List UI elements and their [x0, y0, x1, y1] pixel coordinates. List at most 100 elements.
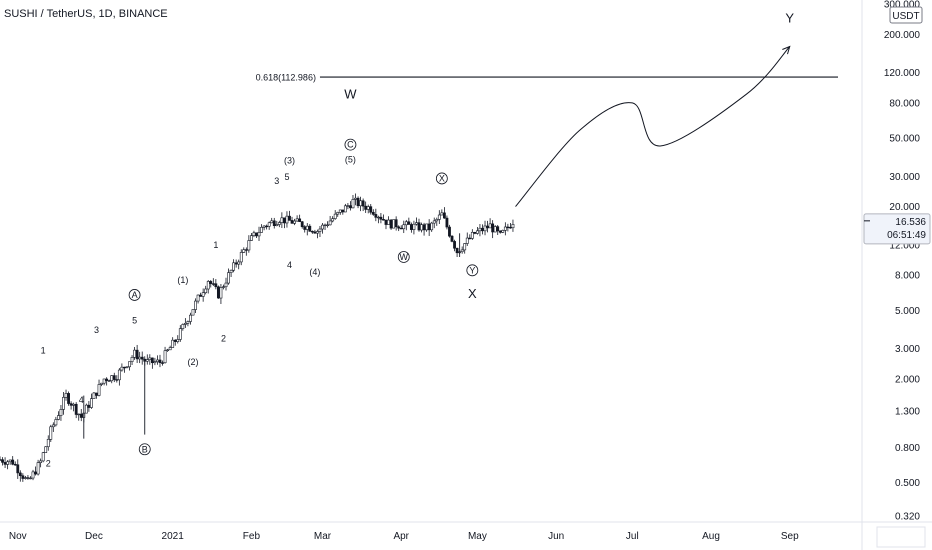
time-tick-label: Jun	[548, 531, 564, 542]
candle-body	[394, 219, 398, 228]
candle-body	[74, 403, 78, 415]
candle-body	[173, 339, 177, 342]
candle-body	[67, 393, 70, 404]
candle-body	[488, 223, 492, 229]
candle-body	[448, 226, 451, 237]
candle-body	[356, 197, 360, 207]
price-tick-label: 200.000	[884, 30, 921, 41]
price-tick-label: 0.800	[895, 443, 920, 454]
candle-body	[209, 281, 213, 284]
fib-level: 0.618(112.986)	[256, 73, 838, 83]
candle-body	[506, 226, 510, 229]
candle-body	[468, 237, 472, 240]
time-tick-label: Nov	[9, 531, 27, 542]
candle-body	[379, 216, 383, 220]
candle-body	[92, 392, 96, 399]
candle-body	[409, 224, 413, 230]
candle-body	[8, 459, 12, 463]
candle-body	[303, 226, 307, 230]
candle-body	[465, 237, 469, 244]
candle-body	[140, 356, 144, 360]
candle-body	[285, 215, 289, 224]
candle-body	[354, 197, 357, 200]
candle-body	[343, 205, 347, 213]
candle-body	[316, 231, 319, 234]
candle-body	[107, 380, 111, 382]
candle-body	[219, 287, 223, 299]
candle-body	[1, 459, 4, 463]
candle-body	[16, 464, 20, 474]
time-tick-label: Aug	[702, 531, 720, 542]
candle-body	[498, 230, 502, 233]
candle-body	[387, 219, 390, 225]
candle-body	[110, 375, 114, 382]
candle-body	[97, 384, 101, 396]
candle-body	[166, 349, 170, 352]
candle-body	[435, 219, 439, 222]
time-tick-label: Feb	[243, 531, 261, 542]
candle-body	[64, 393, 68, 398]
candle-body	[267, 222, 271, 227]
candle-body	[244, 249, 248, 251]
candle-body	[478, 227, 482, 232]
candle-body	[62, 397, 65, 410]
candle-body	[481, 227, 484, 232]
candle-body	[105, 378, 109, 381]
candle-body	[36, 462, 40, 475]
candle-body	[90, 398, 93, 408]
candle-body	[293, 220, 296, 224]
price-tick-label: 3.000	[895, 344, 920, 355]
wave-label-circle	[128, 289, 141, 301]
candle-body	[125, 366, 129, 368]
candle-body	[455, 247, 459, 254]
candle-body	[242, 249, 246, 253]
candle-body	[18, 472, 22, 477]
candle-body	[288, 215, 291, 221]
projection-path	[515, 45, 791, 207]
wave-label: 3	[94, 325, 99, 335]
candle-body	[308, 225, 312, 232]
candle-body	[313, 231, 317, 234]
price-tick-label: 20.000	[889, 202, 920, 213]
time-tick-label: Dec	[85, 531, 103, 542]
candle-body	[130, 357, 134, 362]
candle-body	[440, 212, 444, 216]
candle-body	[138, 356, 142, 360]
candle-body	[359, 200, 362, 207]
candle-body	[417, 222, 421, 231]
candle-body	[422, 224, 426, 231]
currency-box	[889, 6, 923, 24]
candle-body	[300, 221, 304, 227]
candle-body	[51, 424, 55, 428]
candle-body	[389, 219, 393, 229]
candle-body	[326, 224, 329, 226]
candle-body	[321, 224, 324, 230]
wave-label: (5)	[345, 155, 356, 165]
candle-body	[239, 252, 243, 263]
price-tick-label: 12.000	[889, 240, 920, 251]
candle-body	[336, 212, 340, 215]
candle-body	[237, 261, 241, 265]
candle-body	[412, 223, 416, 230]
candle-body	[404, 221, 408, 226]
candle-body	[199, 294, 203, 297]
candle-body	[54, 419, 58, 426]
candle-body	[260, 226, 263, 233]
candle-body	[6, 461, 10, 465]
last-price-value: 16.536	[895, 217, 926, 228]
chart-title: SUSHI / TetherUS, 1D, BINANCE	[4, 8, 168, 20]
candle-body	[23, 477, 27, 479]
wave-label: Y	[469, 265, 475, 275]
candle-body	[102, 378, 106, 384]
candle-body	[265, 225, 269, 228]
candle-body	[384, 219, 388, 225]
candle-body	[133, 349, 136, 358]
candle-body	[483, 225, 487, 232]
candle-body	[272, 220, 276, 227]
time-axis: Nov Dec 2021 Feb Mar Apr May Jun Jul Aug Sep	[0, 521, 932, 548]
candle-body	[262, 225, 266, 228]
wave-label: (1)	[177, 275, 188, 285]
time-tick-label: Apr	[393, 531, 409, 542]
